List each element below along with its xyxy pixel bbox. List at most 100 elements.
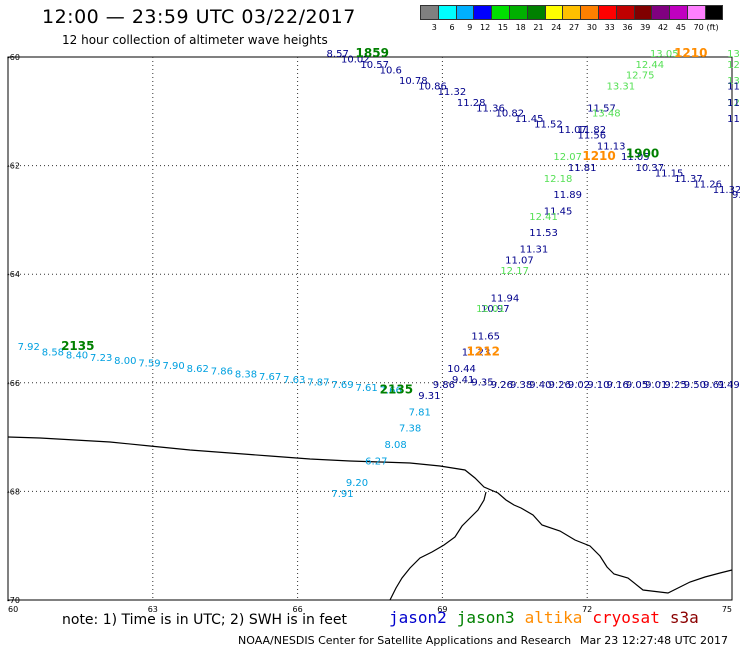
wave-height-value: 8.00 [114,356,136,367]
satellite-legend: jason2 jason3 altika cryosat s3a [389,608,709,627]
wave-height-value: 11.32 [713,185,740,196]
legend-swatch [651,5,670,20]
legend-swatch [686,5,705,20]
wave-height-value: 10.02 [341,54,370,65]
coastline-inlet [389,491,487,601]
wave-height-value: 9.86 [433,380,455,391]
wave-height-value: 12.44 [635,60,664,71]
lon-tick-label: 66 [293,605,303,614]
wave-height-value: 7.81 [409,407,431,418]
legend-swatch [420,5,438,20]
wave-height-value: 11.45 [544,206,573,217]
legend-swatch [526,5,545,20]
lon-tick-label: 63 [148,605,158,614]
legend-label: 42 [657,23,669,32]
wave-height-value: 7.87 [307,378,329,389]
wave-height-value: 8.08 [384,440,406,451]
legend-swatch [562,5,581,20]
wave-height-value: 9.31 [418,391,440,402]
wave-height-value: 7.59 [138,359,160,370]
wave-height-value: 9.50 [684,380,706,391]
wave-height-value: 11.32 [438,87,467,98]
wave-height-value: 11.81 [568,163,597,174]
legend-swatch [580,5,598,20]
wave-height-value: 9.5 [732,190,740,201]
wave-height-value: 9.41 [452,375,474,386]
legend-swatch [597,5,616,20]
wave-height-value: 10.44 [447,364,476,375]
wave-height-value: 9.26 [549,380,571,391]
wave-height-value: 6.27 [365,456,387,467]
wave-height-value: 11.56 [578,130,607,141]
wave-height-value: 7.23 [90,353,112,364]
wave-height-value: 9.25 [664,380,686,391]
wave-height-value: 9.40 [529,380,551,391]
legend-swatch [615,5,634,20]
wave-height-value: 13.31 [607,82,636,93]
wave-height-value: 12.01 [476,304,505,315]
wave-height-value: 11.52 [534,120,563,131]
satellite-name: s3a [669,608,699,627]
wave-height-value: 11.26 [693,179,722,190]
wave-height-value: 7.67 [259,372,281,383]
legend-label: 24 [551,23,562,32]
wave-height-value: 13.5 [727,76,740,87]
wave-height-value: 9.05 [626,380,648,391]
wave-height-value: 10.6 [380,65,402,76]
wave-height-value: 13.48 [592,109,621,120]
wave-height-value: 7.61 [356,383,378,394]
wave-height-value: 7.66 [380,386,402,397]
wave-height-value: 8.62 [187,364,209,375]
wave-height-value: 8.58 [42,348,64,359]
legend-label: 21 [533,23,544,32]
wave-height-value: 9.16 [607,380,629,391]
legend-swatch [633,5,652,20]
lon-tick-label: 60 [8,605,18,614]
footer-timestamp: Mar 23 12:27:48 UTC 2017 [580,634,728,647]
lat-tick-label: -70 [7,596,20,605]
lon-tick-label: 75 [722,605,732,614]
wave-height-value: 10.82 [495,109,524,120]
legend-label: 9 [467,23,473,32]
wave-height-value: 7.92 [18,342,40,353]
wave-height-value: 9.20 [346,478,368,489]
wave-height-value: 11.82 [578,125,607,136]
satellite-name: jason3 [456,608,515,627]
wave-height-value: 11.37 [674,174,703,185]
wave-height-value: 12 [727,98,740,109]
wave-height-value: 11 [727,82,740,93]
legend-swatch [473,5,492,20]
wave-height-value: 10.78 [399,76,428,87]
wave-height-value: 11.05 [621,152,650,163]
color-legend: 3 6 9 12 15 18 21 24 27 30 33 36 39 42 45 70 (ft) [420,5,723,32]
wave-height-value: 11 [727,114,740,125]
legend-label: 39 [640,23,651,32]
wave-height-value: 11.45 [515,114,544,125]
legend-swatch [544,5,563,20]
legend-swatch [508,5,527,20]
lon-tick-label: 69 [437,605,447,614]
wave-height-value: 10.97 [481,304,510,315]
wave-height-value: 11 [727,98,740,109]
wave-height-value: 9.49 [718,380,740,391]
wave-height-value: 11.94 [491,293,520,304]
wave-height-value: 7.91 [331,489,353,500]
legend-label: 18 [515,23,526,32]
wave-height-value: 11.36 [476,103,505,114]
wave-height-value: 11.65 [471,331,500,342]
wave-height-value: 8.57 [327,49,349,60]
legend-swatch [491,5,509,20]
wave-height-value: 13.2 [727,49,740,60]
legend-label: 15 [497,23,508,32]
wave-height-value: 8.38 [235,369,257,380]
wave-height-value: 11.13 [597,141,626,152]
pass-time-label: 1212 [467,345,500,359]
lat-tick-label: -60 [7,53,20,62]
wave-height-value: 9.26 [491,380,513,391]
wave-height-value: 12.07 [553,152,582,163]
wave-height-value: 11.57 [587,103,616,114]
legend-label: 30 [586,23,597,32]
wave-height-value: 12.41 [529,212,558,223]
legend-swatch [704,5,723,20]
